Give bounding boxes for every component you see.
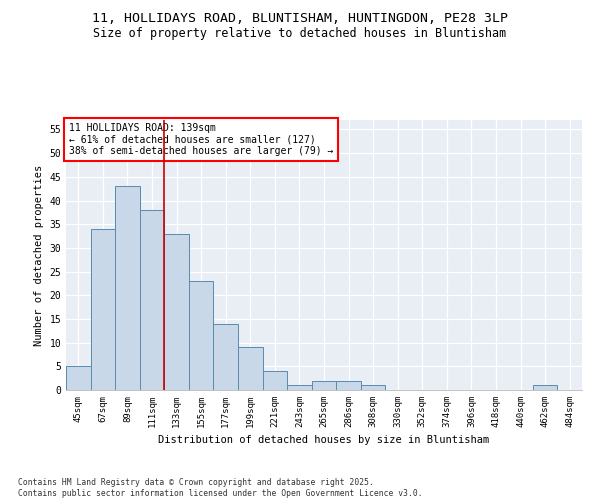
Bar [189,281,214,390]
Bar [91,229,115,390]
X-axis label: Distribution of detached houses by size in Bluntisham: Distribution of detached houses by size … [158,436,490,446]
Text: 11 HOLLIDAYS ROAD: 139sqm
← 61% of detached houses are smaller (127)
38% of semi: 11 HOLLIDAYS ROAD: 139sqm ← 61% of detac… [68,122,333,156]
Bar [263,371,287,390]
Text: Size of property relative to detached houses in Bluntisham: Size of property relative to detached ho… [94,28,506,40]
Bar [214,324,238,390]
Bar [115,186,140,390]
Bar [66,366,91,390]
Y-axis label: Number of detached properties: Number of detached properties [34,164,44,346]
Bar [533,386,557,390]
Bar [287,386,312,390]
Bar [164,234,189,390]
Bar [238,348,263,390]
Text: 11, HOLLIDAYS ROAD, BLUNTISHAM, HUNTINGDON, PE28 3LP: 11, HOLLIDAYS ROAD, BLUNTISHAM, HUNTINGD… [92,12,508,26]
Bar [336,380,361,390]
Text: Contains HM Land Registry data © Crown copyright and database right 2025.
Contai: Contains HM Land Registry data © Crown c… [18,478,422,498]
Bar [361,386,385,390]
Bar [140,210,164,390]
Bar [312,380,336,390]
